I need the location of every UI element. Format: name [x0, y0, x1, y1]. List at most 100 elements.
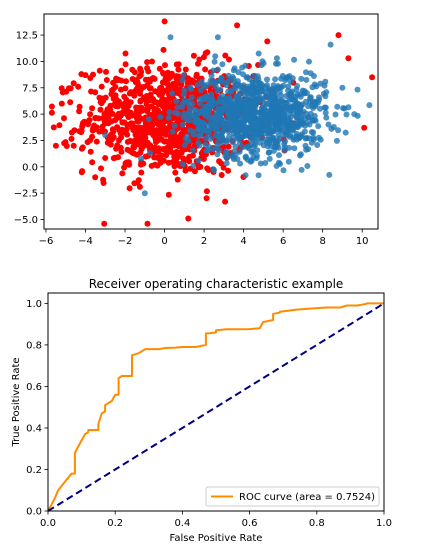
scatter-point [226, 94, 233, 101]
y-tick-label: 0.0 [22, 162, 38, 173]
scatter-point [354, 86, 361, 93]
scatter-point [303, 135, 310, 141]
scatter-point [209, 114, 216, 121]
scatter-point [210, 166, 217, 173]
scatter-point [156, 127, 163, 133]
scatter-point [228, 87, 235, 94]
scatter-point [126, 185, 133, 192]
x-tick-label: 0.6 [242, 518, 258, 529]
scatter-point [119, 129, 126, 136]
scatter-point [169, 128, 176, 135]
scatter-point [267, 127, 274, 134]
scatter-point [157, 159, 164, 166]
scatter-point [149, 58, 155, 65]
scatter-point [217, 110, 224, 117]
scatter-point [107, 107, 113, 114]
scatter-point [310, 136, 317, 143]
scatter-point [165, 114, 172, 121]
scatter-point [236, 148, 243, 155]
roc-y-axis: 0.0 0.2 0.4 0.6 0.8 1.0 [26, 299, 48, 518]
scatter-point [133, 128, 140, 135]
scatter-point [186, 108, 193, 115]
y-tick-label: 0.2 [26, 465, 42, 476]
scatter-point [208, 91, 215, 98]
scatter-point [70, 80, 77, 87]
scatter-point [185, 215, 192, 222]
scatter-point [98, 83, 105, 90]
scatter-point [112, 84, 119, 90]
y-tick-label: 0.8 [26, 340, 42, 351]
scatter-point [139, 129, 146, 135]
roc-x-axis-label: False Positive Rate [170, 533, 263, 544]
scatter-point [145, 116, 152, 123]
scatter-point [52, 142, 59, 149]
x-tick-label: 0.8 [309, 518, 325, 529]
scatter-point [323, 114, 330, 121]
scatter-point [112, 92, 119, 99]
scatter-point [190, 128, 197, 135]
scatter-point [203, 188, 210, 195]
scatter-point [190, 162, 197, 169]
scatter-point [236, 90, 243, 97]
scatter-point [184, 133, 191, 140]
scatter-point [84, 139, 91, 146]
scatter-point [200, 54, 207, 61]
scatter-point [103, 68, 109, 75]
scatter-point [239, 126, 246, 133]
scatter-point [230, 154, 237, 160]
scatter-point [287, 78, 294, 85]
scatter-point [237, 160, 244, 167]
scatter-point [182, 66, 189, 73]
scatter-point [79, 123, 86, 130]
scatter-point [126, 99, 133, 106]
scatter-point [214, 34, 221, 41]
scatter-point [323, 89, 330, 96]
scatter-point [131, 180, 138, 187]
scatter-point [225, 143, 232, 150]
scatter-point [255, 50, 262, 57]
scatter-point [242, 153, 249, 160]
scatter-point [322, 104, 329, 111]
scatter-point [241, 97, 248, 104]
scatter-point [223, 99, 230, 106]
scatter-point [248, 90, 255, 97]
scatter-point [137, 161, 144, 168]
scatter-point [284, 104, 291, 111]
scatter-point [76, 103, 83, 110]
scatter-point [158, 97, 165, 104]
scatter-series [102, 34, 373, 197]
scatter-point [281, 141, 288, 147]
scatter-point [162, 62, 168, 69]
scatter-point [345, 55, 352, 62]
scatter-point [100, 176, 107, 183]
scatter-point [196, 142, 203, 149]
scatter-point [335, 127, 342, 134]
scatter-point [88, 88, 95, 95]
scatter-point [113, 77, 120, 84]
y-tick-label: 1.0 [26, 299, 42, 310]
scatter-point [115, 110, 122, 117]
scatter-point [345, 104, 352, 111]
scatter-point [144, 108, 151, 115]
scatter-point [317, 80, 324, 87]
scatter-point [173, 61, 180, 68]
scatter-point [343, 111, 350, 118]
scatter-point [207, 135, 214, 142]
roc-plot-frame [47, 292, 385, 512]
scatter-point [310, 100, 316, 107]
scatter-point [98, 165, 104, 172]
scatter-point [254, 73, 261, 80]
scatter-point [315, 123, 322, 130]
scatter-point [263, 94, 270, 100]
scatter-point [275, 122, 282, 129]
scatter-point [214, 125, 221, 132]
scatter-point [306, 58, 312, 65]
scatter-point [240, 118, 247, 125]
scatter-point [264, 76, 270, 83]
scatter-point [89, 105, 96, 112]
y-tick-label: 5.0 [22, 110, 38, 121]
scatter-point [142, 97, 149, 104]
scatter-point [234, 22, 241, 29]
roc-lines [47, 302, 385, 512]
x-tick-label: 6 [280, 236, 286, 247]
